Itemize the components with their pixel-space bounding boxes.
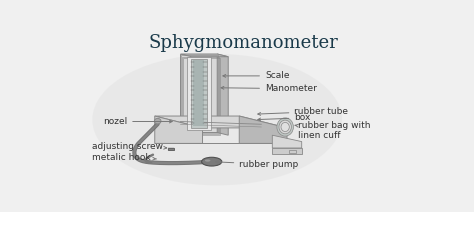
Text: Sphygmomanometer: Sphygmomanometer [6, 223, 86, 232]
Polygon shape [239, 116, 287, 143]
Text: metalic hook: metalic hook [92, 153, 156, 162]
Text: Scale: Scale [223, 71, 290, 80]
Ellipse shape [281, 123, 289, 132]
Ellipse shape [92, 54, 342, 185]
Ellipse shape [201, 157, 222, 166]
Polygon shape [181, 54, 217, 132]
Ellipse shape [155, 118, 161, 124]
Text: Sphygmomanometer: Sphygmomanometer [148, 34, 338, 52]
Text: box: box [258, 113, 311, 122]
Polygon shape [181, 54, 228, 57]
Polygon shape [168, 148, 174, 150]
Polygon shape [187, 57, 210, 130]
Text: Manometer: Manometer [221, 84, 317, 93]
Polygon shape [193, 60, 204, 126]
Polygon shape [155, 116, 202, 143]
Ellipse shape [277, 118, 293, 136]
Polygon shape [155, 116, 287, 128]
Text: rubber tube: rubber tube [258, 107, 348, 116]
Polygon shape [191, 59, 207, 128]
Polygon shape [272, 135, 301, 148]
Text: rubber pump: rubber pump [216, 160, 299, 169]
Ellipse shape [279, 120, 292, 134]
Polygon shape [272, 148, 301, 154]
Text: rubber bag with
linen cuff: rubber bag with linen cuff [295, 121, 371, 140]
Text: nozel: nozel [103, 117, 172, 126]
Ellipse shape [205, 160, 210, 162]
Text: adjusting screw: adjusting screw [92, 142, 167, 151]
Polygon shape [217, 54, 228, 135]
